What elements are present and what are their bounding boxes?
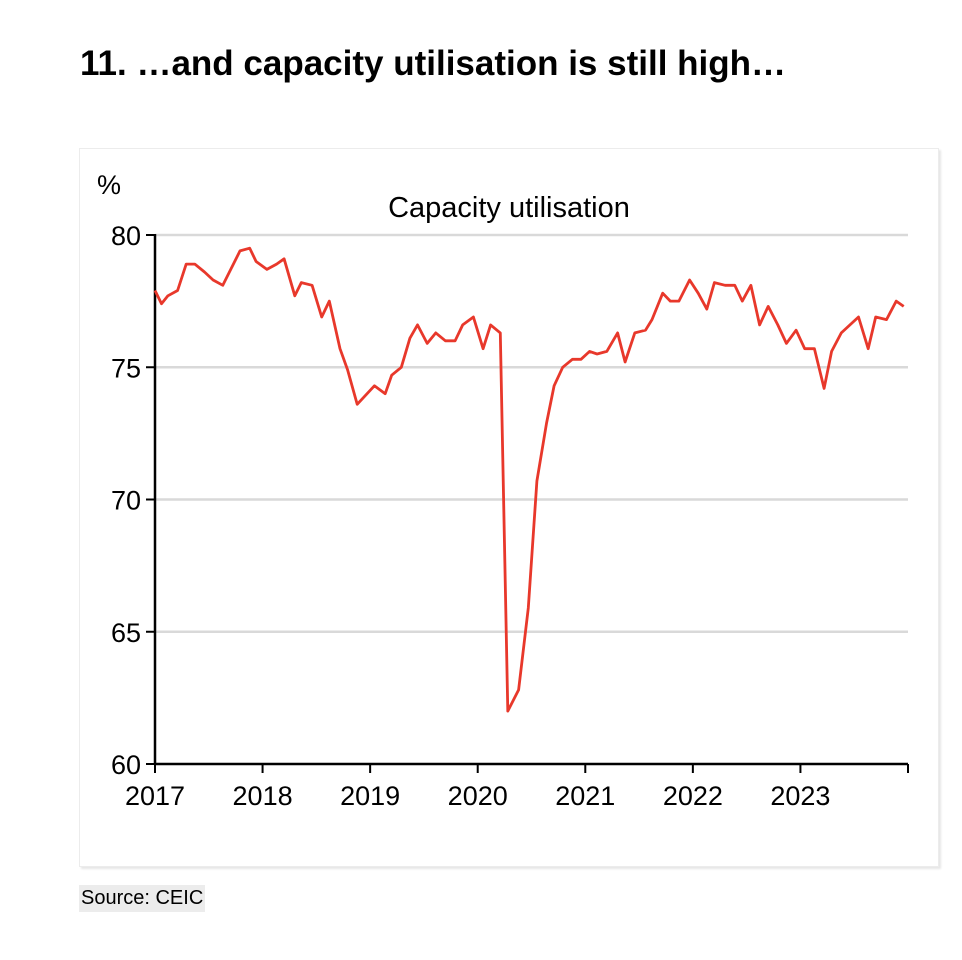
source-note: Source: CEIC	[79, 885, 206, 912]
y-tick-label: 70	[111, 486, 141, 516]
figure-title: 11. …and capacity utilisation is still h…	[80, 44, 786, 83]
chart-title: Capacity utilisation	[388, 192, 630, 224]
y-tick-label: 75	[111, 353, 141, 383]
x-tick-label: 2017	[125, 781, 185, 811]
y-tick-label: 80	[111, 221, 141, 251]
chart-panel: 60 65 70 75 80 2017 2018 2019 2020 2021 2022 2023 %…	[79, 148, 939, 867]
x-tick-label: 2018	[233, 781, 293, 811]
x-tick-label: 2021	[555, 781, 615, 811]
y-axis-unit: %	[97, 170, 121, 200]
line-chart: 60 65 70 75 80 2017 2018 2019 2020 2021 2022 2023 %…	[97, 170, 909, 811]
capacity-utilisation-line	[153, 246, 905, 713]
x-tick-label: 2019	[340, 781, 400, 811]
y-tick-label: 60	[111, 750, 141, 780]
x-tick-label: 2022	[663, 781, 723, 811]
x-tick-label: 2023	[770, 781, 830, 811]
y-tick-label: 65	[111, 618, 141, 648]
x-tick-label: 2020	[448, 781, 508, 811]
